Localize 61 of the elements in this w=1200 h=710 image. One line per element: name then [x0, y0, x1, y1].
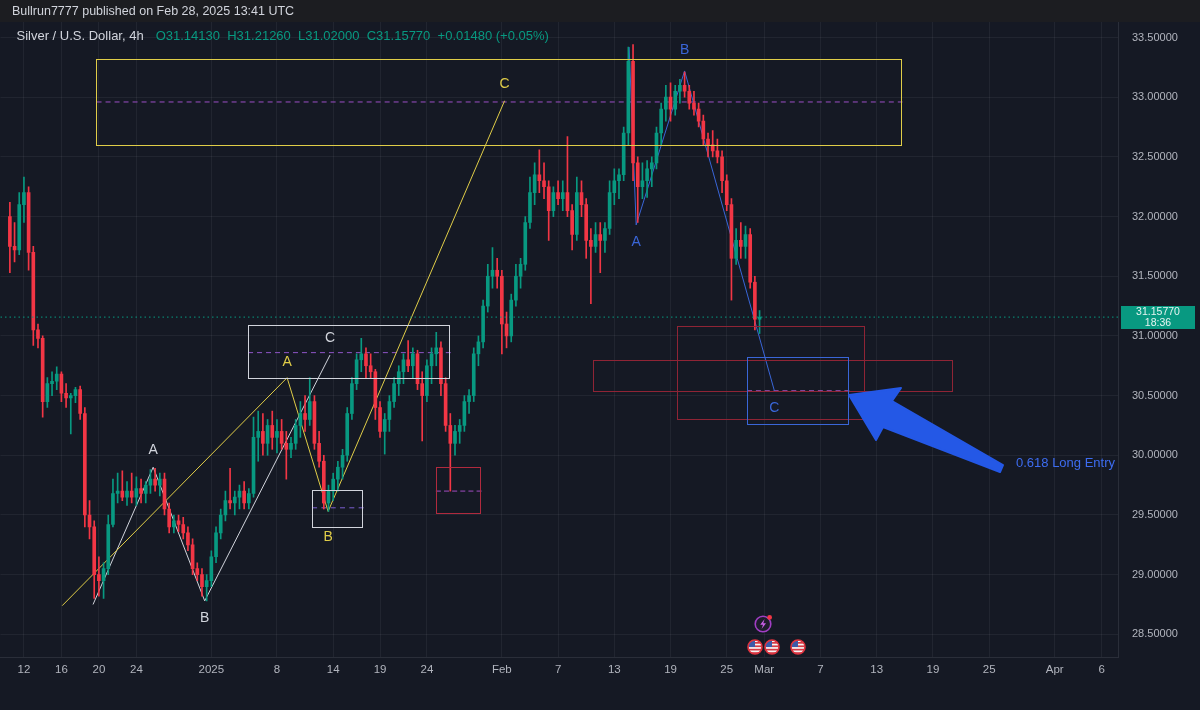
x-tick-label: 19 [926, 663, 940, 676]
annotation: 0.618 Long Entry [1016, 454, 1116, 470]
data-label: C [324, 328, 336, 345]
data-label: B [200, 608, 210, 625]
y-tick-label: 31.00000 [1132, 328, 1178, 341]
candlestick [649, 156, 654, 188]
text: 18:36 [1144, 315, 1172, 328]
candlestick [406, 340, 410, 373]
x-tick-label: Feb [491, 663, 512, 676]
y-tick-label: 32.50000 [1132, 149, 1178, 162]
candlestick [275, 419, 279, 454]
text: Bullrun7777 published on Feb 28, 2025 13:41 UTC [12, 4, 295, 19]
data-label: B [323, 528, 333, 545]
x-tick-label: Mar [754, 663, 775, 676]
x-tick-label: 7 [554, 663, 562, 676]
candlestick [434, 332, 439, 367]
candlestick [228, 468, 232, 510]
candlestick [738, 222, 743, 259]
data-label: A [282, 352, 293, 369]
x-tick-label: 12 [17, 663, 31, 676]
candlestick [284, 431, 289, 480]
x-tick-label: 13 [607, 663, 621, 676]
candlestick [125, 481, 129, 506]
candlestick [129, 472, 134, 504]
data-label: C [499, 74, 510, 91]
candlestick [68, 392, 73, 435]
x-tick-label: 20 [92, 663, 106, 676]
y-tick-label: 30.00000 [1132, 448, 1178, 461]
candlestick [120, 470, 125, 501]
x-tick-label: 25 [720, 663, 734, 676]
y-tick-label: 28.50000 [1132, 627, 1178, 640]
y-tick-label: 33.50000 [1132, 30, 1178, 43]
y-tick-label: 30.50000 [1132, 388, 1178, 401]
data-label: A [148, 441, 159, 458]
y-tick-label: 29.00000 [1132, 567, 1178, 580]
candlestick [303, 395, 307, 432]
data-label: C [769, 398, 780, 415]
x-tick-label: 19 [664, 663, 677, 676]
x-tick-label: 24 [420, 663, 434, 676]
x-tick-label: 19 [373, 663, 387, 676]
y-tick-label: 29.50000 [1132, 507, 1178, 520]
x-tick-label: 2025 [198, 663, 225, 676]
data-label: B [679, 40, 690, 57]
data-label: A [631, 232, 642, 249]
text: O31.14130 H31.21260 L31.02000 C31.15770 +0.01480 (+0.05%) [155, 27, 549, 43]
ref-line-label: 31.15770 [1136, 304, 1181, 317]
y-tick-label: 31.50000 [1132, 269, 1178, 282]
x-tick-label: 24 [129, 663, 144, 676]
y-tick-label: 33.00000 [1132, 90, 1178, 103]
text: Silver / U.S. Dollar, 4h [16, 27, 144, 43]
x-tick-label: 16 [55, 663, 68, 676]
candlestick [560, 180, 565, 211]
y-tick-label: 32.00000 [1132, 209, 1178, 222]
x-tick-label: 13 [870, 663, 884, 676]
candlestick [598, 222, 603, 273]
x-tick-label: 7 [817, 663, 824, 676]
x-tick-label: Apr [1045, 663, 1064, 676]
x-tick-label: 14 [326, 663, 341, 676]
x-tick-label: 25 [982, 663, 996, 676]
x-tick-label: 8 [273, 663, 281, 676]
x-tick-label: 6 [1098, 663, 1105, 676]
